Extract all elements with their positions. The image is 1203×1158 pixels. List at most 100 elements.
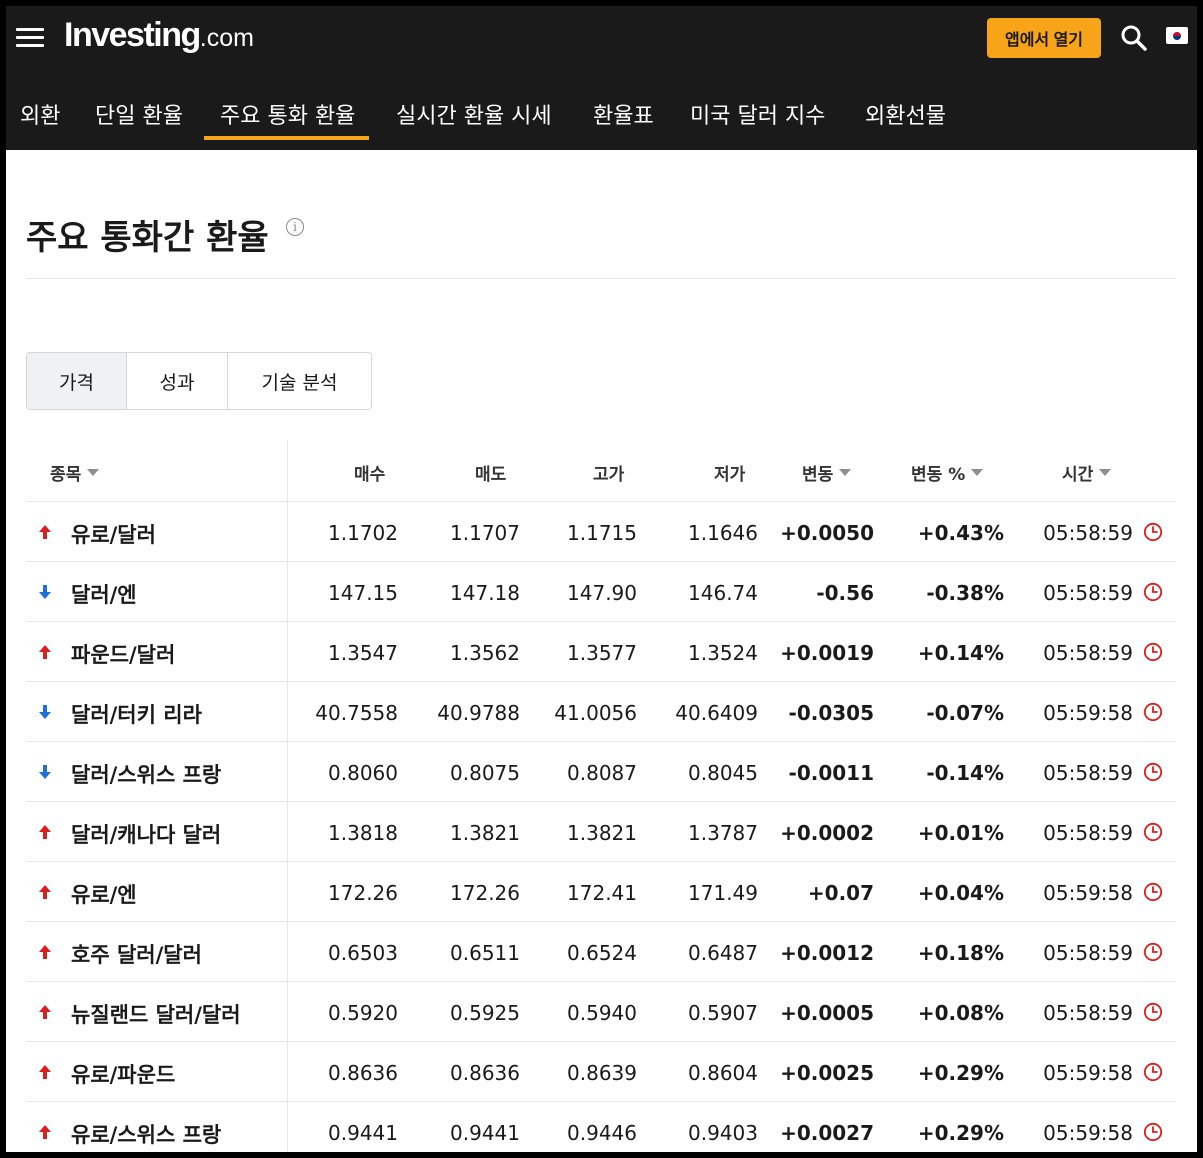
cell-low: 146.74 bbox=[688, 581, 758, 605]
arrow-up-icon bbox=[39, 945, 51, 959]
header-bid-label: 매수 bbox=[354, 465, 386, 485]
clock-icon[interactable] bbox=[1143, 1122, 1163, 1142]
cell-bid: 0.8060 bbox=[328, 761, 398, 785]
clock-icon[interactable] bbox=[1143, 822, 1163, 842]
header-ask-label: 매도 bbox=[475, 465, 507, 485]
clock-icon[interactable] bbox=[1143, 1062, 1163, 1082]
header-low[interactable]: 저가 bbox=[714, 460, 745, 485]
cell-time: 05:59:58 bbox=[1043, 1121, 1133, 1145]
cell-change-pct: +0.14% bbox=[917, 641, 1004, 665]
pair-name-link[interactable]: 파운드/달러 bbox=[71, 643, 176, 667]
pair-name-link[interactable]: 달러/터키 리라 bbox=[71, 703, 202, 727]
pair-name-link[interactable]: 달러/스위스 프랑 bbox=[71, 763, 222, 787]
table-row[interactable]: 달러/스위스 프랑 0.8060 0.8075 0.8087 0.8045 -0.0011… bbox=[26, 742, 1176, 802]
pair-name-link[interactable]: 달러/캐나다 달러 bbox=[71, 823, 222, 847]
table-row[interactable]: 호주 달러/달러 0.6503 0.6511 0.6524 0.6487 +0.0012 +… bbox=[26, 922, 1176, 982]
table-row[interactable]: 뉴질랜드 달러/달러 0.5920 0.5925 0.5940 0.5907 +0.000… bbox=[26, 982, 1176, 1042]
tab-live-rates[interactable]: 실시간 환율 시세 bbox=[396, 104, 552, 129]
view-tab-performance[interactable]: 성과 bbox=[127, 353, 228, 409]
table-row[interactable]: 달러/터키 리라 40.7558 40.9788 41.0056 40.6409 -0.0… bbox=[26, 682, 1176, 742]
table-header: 종목 매수 매도 고가 저가 변동 변동 % 시간 bbox=[26, 440, 1176, 502]
sort-caret-icon bbox=[839, 469, 852, 476]
sort-caret-icon bbox=[87, 469, 100, 476]
header-ask[interactable]: 매도 bbox=[475, 460, 506, 485]
cell-low: 1.3787 bbox=[688, 821, 758, 845]
header-change-pct-label: 변동 % bbox=[911, 465, 966, 485]
cell-change: +0.07 bbox=[807, 881, 874, 905]
table-row[interactable]: 유로/엔 172.26 172.26 172.41 171.49 +0.07 +0.04% 0… bbox=[26, 862, 1176, 922]
pair-name-link[interactable]: 유로/파운드 bbox=[71, 1063, 176, 1087]
cell-high: 0.8639 bbox=[567, 1061, 637, 1085]
header-time[interactable]: 시간 bbox=[1062, 460, 1112, 485]
cell-change: +0.0025 bbox=[780, 1061, 874, 1085]
open-in-app-button[interactable]: 앱에서 열기 bbox=[987, 18, 1101, 58]
cell-change: +0.0005 bbox=[780, 1001, 874, 1025]
view-tab-technical[interactable]: 기술 분석 bbox=[228, 353, 371, 409]
table-row[interactable]: 달러/캐나다 달러 1.3818 1.3821 1.3821 1.3787 +0.0002… bbox=[26, 802, 1176, 862]
cell-ask: 40.9788 bbox=[437, 701, 520, 725]
cell-change-pct: -0.14% bbox=[926, 761, 1004, 785]
table-row[interactable]: 유로/스위스 프랑 0.9441 0.9441 0.9446 0.9403 +0.0027… bbox=[26, 1102, 1176, 1152]
arrow-up-icon bbox=[39, 645, 51, 659]
flag-icon[interactable] bbox=[1166, 27, 1188, 44]
tab-major-rates[interactable]: 주요 통화 환율 bbox=[203, 98, 370, 140]
cell-ask: 0.8075 bbox=[450, 761, 520, 785]
tab-rate-table[interactable]: 환율표 bbox=[593, 104, 654, 129]
cell-bid: 172.26 bbox=[328, 881, 398, 905]
arrow-up-icon bbox=[39, 1125, 51, 1139]
header-high-label: 고가 bbox=[593, 465, 625, 485]
cell-bid: 147.15 bbox=[328, 581, 398, 605]
header-name[interactable]: 종목 bbox=[50, 460, 100, 485]
pair-name-link[interactable]: 달러/엔 bbox=[71, 583, 137, 607]
table-row[interactable]: 유로/파운드 0.8636 0.8636 0.8639 0.8604 +0.0025 +0.… bbox=[26, 1042, 1176, 1102]
tab-forex[interactable]: 외환 bbox=[20, 104, 61, 129]
cell-bid: 1.1702 bbox=[328, 521, 398, 545]
view-tab-price[interactable]: 가격 bbox=[27, 353, 127, 409]
clock-icon[interactable] bbox=[1143, 762, 1163, 782]
arrow-up-icon bbox=[39, 825, 51, 839]
clock-icon[interactable] bbox=[1143, 1002, 1163, 1022]
cell-time: 05:59:58 bbox=[1043, 881, 1133, 905]
cell-ask: 0.8636 bbox=[450, 1061, 520, 1085]
main-content: 주요 통화간 환율 i 가격 성과 기술 분석 종목 매수 매도 고가 저가 변… bbox=[6, 150, 1197, 1152]
table-row[interactable]: 달러/엔 147.15 147.18 147.90 146.74 -0.56 -0.38% 0… bbox=[26, 562, 1176, 622]
info-icon[interactable]: i bbox=[286, 218, 304, 236]
header-bid[interactable]: 매수 bbox=[354, 460, 385, 485]
pair-name-link[interactable]: 뉴질랜드 달러/달러 bbox=[71, 1003, 241, 1027]
cell-ask: 1.3562 bbox=[450, 641, 520, 665]
cell-ask: 1.1707 bbox=[450, 521, 520, 545]
cell-low: 0.9403 bbox=[688, 1121, 758, 1145]
clock-icon[interactable] bbox=[1143, 702, 1163, 722]
header-change[interactable]: 변동 bbox=[802, 460, 852, 485]
search-icon[interactable] bbox=[1120, 24, 1148, 52]
cell-high: 0.8087 bbox=[567, 761, 637, 785]
table-row[interactable]: 파운드/달러 1.3547 1.3562 1.3577 1.3524 +0.0019 +0.… bbox=[26, 622, 1176, 682]
cell-high: 0.5940 bbox=[567, 1001, 637, 1025]
cell-low: 171.49 bbox=[688, 881, 758, 905]
arrow-up-icon bbox=[39, 1065, 51, 1079]
clock-icon[interactable] bbox=[1143, 942, 1163, 962]
pair-name-link[interactable]: 유로/스위스 프랑 bbox=[71, 1123, 222, 1147]
cell-change: -0.56 bbox=[816, 581, 874, 605]
tab-single-rate[interactable]: 단일 환율 bbox=[95, 104, 183, 129]
clock-icon[interactable] bbox=[1143, 522, 1163, 542]
logo-main: Investing bbox=[64, 16, 201, 54]
pair-name-link[interactable]: 호주 달러/달러 bbox=[71, 943, 202, 967]
header-change-pct[interactable]: 변동 % bbox=[911, 460, 984, 485]
clock-icon[interactable] bbox=[1143, 882, 1163, 902]
clock-icon[interactable] bbox=[1143, 642, 1163, 662]
cell-time: 05:58:59 bbox=[1043, 521, 1133, 545]
pair-name-link[interactable]: 유로/달러 bbox=[71, 523, 156, 547]
cell-time: 05:58:59 bbox=[1043, 761, 1133, 785]
logo[interactable]: Investing.com bbox=[64, 16, 254, 55]
cell-change-pct: +0.04% bbox=[917, 881, 1004, 905]
sub-navigation: 외환 단일 환율 주요 통화 환율 실시간 환율 시세 환율표 미국 달러 지수… bbox=[6, 70, 1197, 150]
pair-name-link[interactable]: 유로/엔 bbox=[71, 883, 137, 907]
cell-bid: 1.3547 bbox=[328, 641, 398, 665]
header-high[interactable]: 고가 bbox=[593, 460, 624, 485]
hamburger-icon[interactable] bbox=[16, 28, 44, 48]
tab-fx-futures[interactable]: 외환선물 bbox=[865, 104, 946, 129]
clock-icon[interactable] bbox=[1143, 582, 1163, 602]
table-row[interactable]: 유로/달러 1.1702 1.1707 1.1715 1.1646 +0.0050 +0.4… bbox=[26, 502, 1176, 562]
tab-dollar-index[interactable]: 미국 달러 지수 bbox=[690, 104, 826, 129]
